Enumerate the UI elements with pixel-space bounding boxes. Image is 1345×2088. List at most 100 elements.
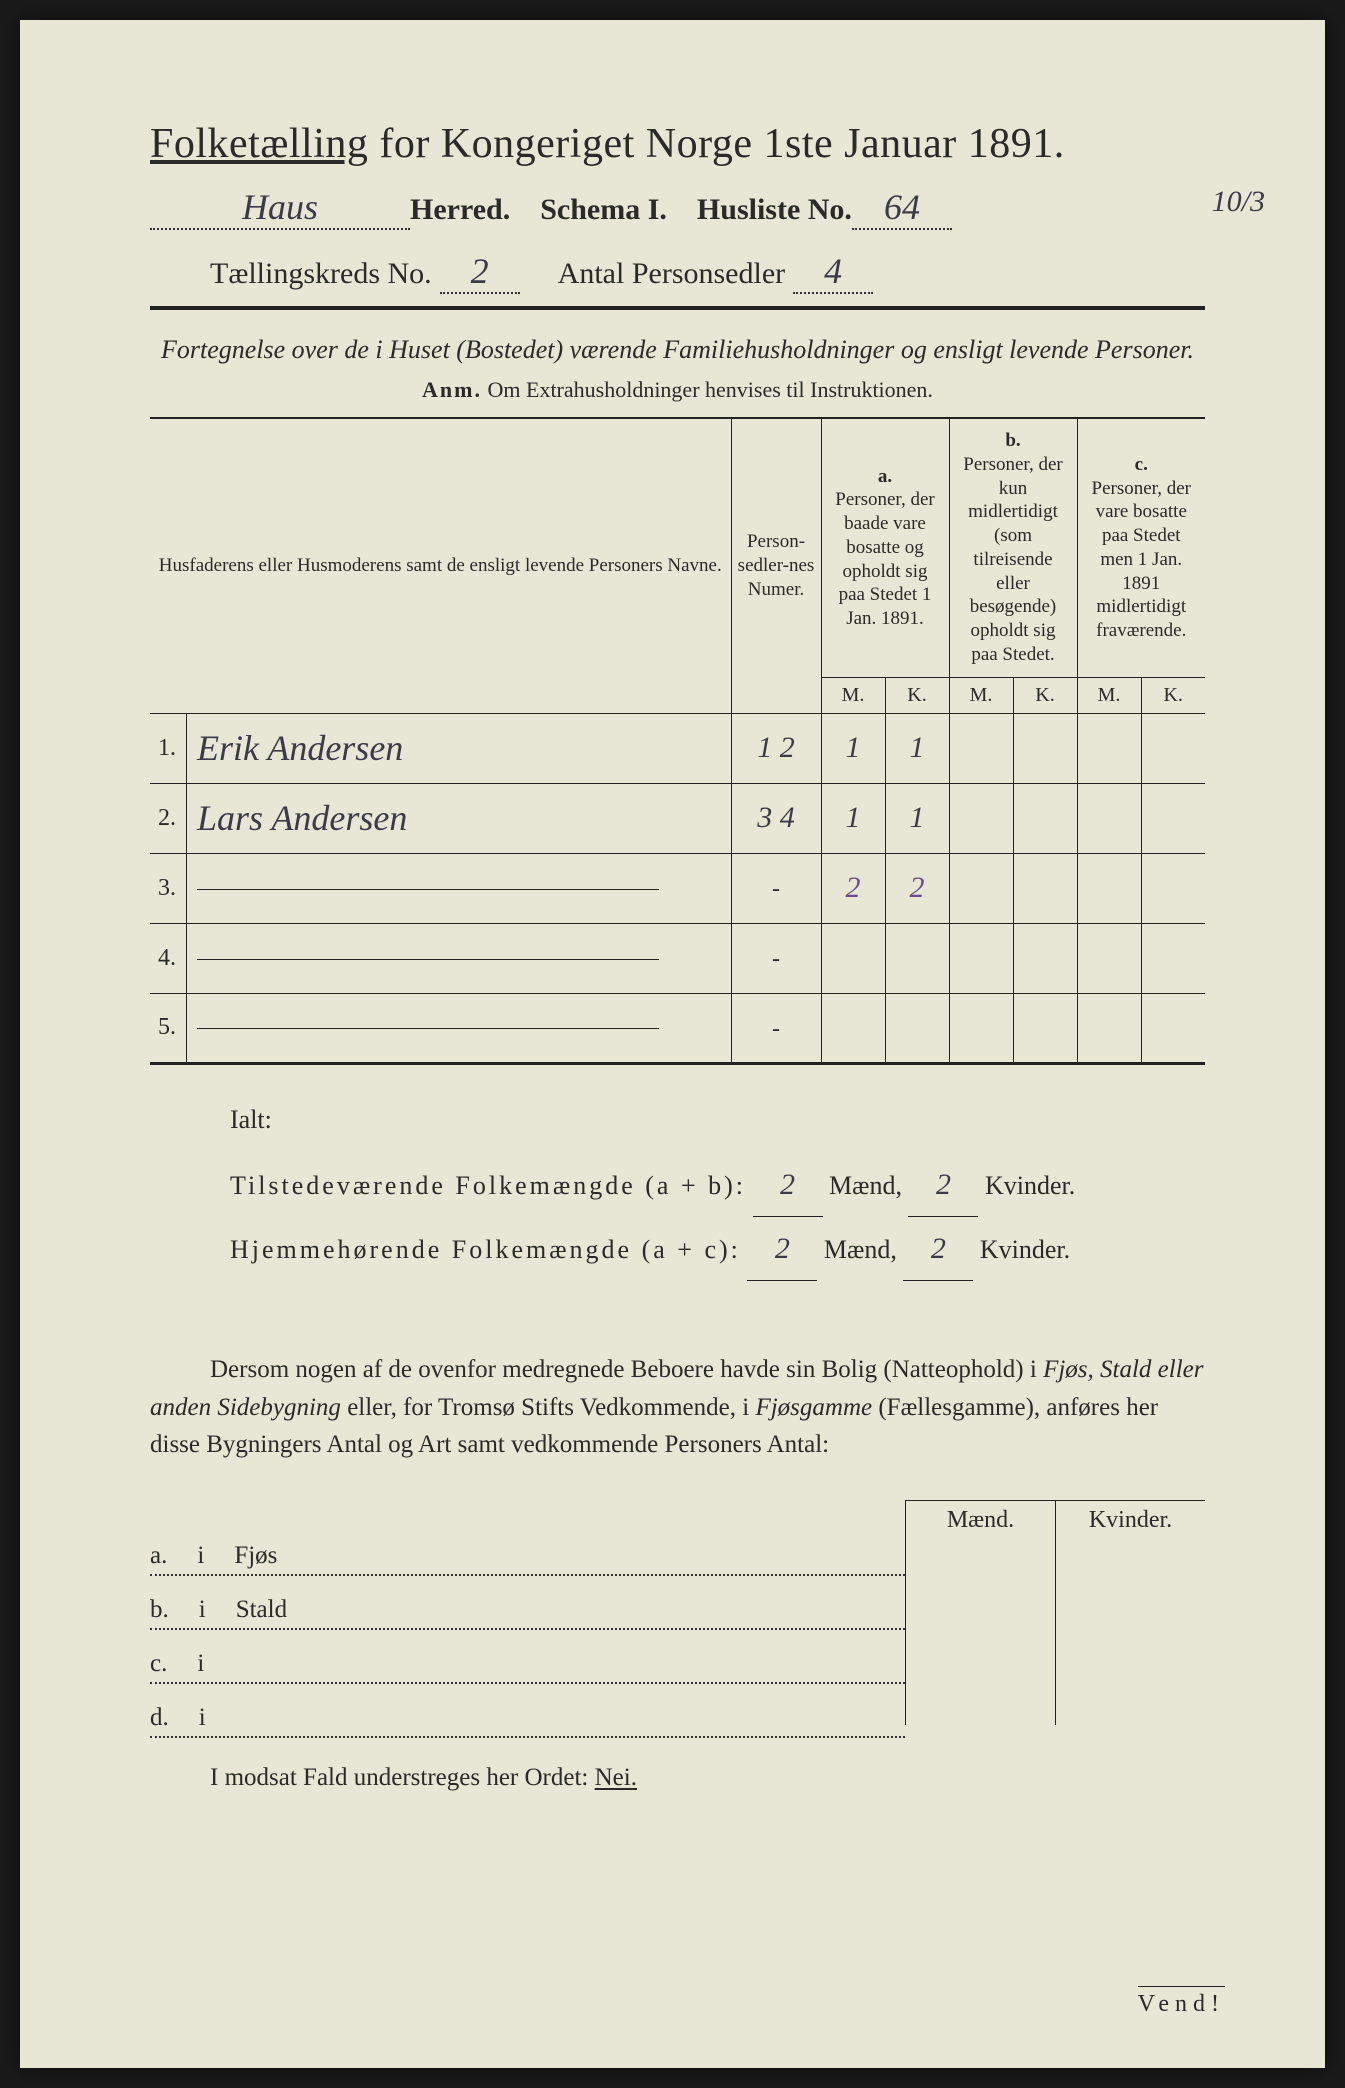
table-row: 4. - [150, 923, 1205, 993]
col-c-k: K. [1141, 677, 1205, 713]
row-c-m [1077, 783, 1141, 853]
col-b-m: M. [949, 677, 1013, 713]
row-c-k [1141, 923, 1205, 993]
row-c-k [1141, 993, 1205, 1063]
modsat-line: I modsat Fald understreges her Ordet: Ne… [150, 1764, 1205, 1792]
row-numer: 3 4 [731, 783, 821, 853]
fortegnelse-heading: Fortegnelse over de i Huset (Bostedet) v… [150, 332, 1205, 367]
col-b: b. Personer, der kun midlertidigt (som t… [949, 419, 1077, 678]
page-title: Folketælling for Kongeriget Norge 1ste J… [150, 120, 1205, 168]
col-a-k: K. [885, 677, 949, 713]
margin-note: 10/3 [1212, 185, 1265, 219]
row-b-m [949, 923, 1013, 993]
husliste-no-field: 64 [852, 186, 952, 230]
row-num: 3. [150, 853, 187, 923]
col-c-m: M. [1077, 677, 1141, 713]
row-b-k [1013, 923, 1077, 993]
side-row-cells [905, 1671, 1205, 1725]
row-name: Lars Andersen [187, 783, 732, 853]
row-c-m [1077, 713, 1141, 783]
row-c-m [1077, 923, 1141, 993]
row-b-k [1013, 853, 1077, 923]
table-row: 2. Lars Andersen 3 4 1 1 [150, 783, 1205, 853]
row-a-m: 2 [821, 853, 885, 923]
ialt-block: Ialt: Tilstedeværende Folkemængde (a + b… [230, 1093, 1205, 1282]
row-c-m [1077, 853, 1141, 923]
side-row-cells [905, 1563, 1205, 1617]
row-b-m [949, 783, 1013, 853]
rule-thick [150, 306, 1205, 310]
table-row: 3. - 2 2 [150, 853, 1205, 923]
side-mk-header: Mænd. Kvinder. [905, 1500, 1205, 1540]
antal-label: Antal Personsedler [558, 257, 785, 291]
col-b-k: K. [1013, 677, 1077, 713]
row-c-k [1141, 713, 1205, 783]
header-line-herred: Haus Herred. Schema I. Husliste No. 64 [150, 186, 1205, 230]
title-rest: for Kongeriget Norge 1ste Januar 1891. [368, 121, 1064, 167]
row-b-m [949, 713, 1013, 783]
table-row: 5. - [150, 993, 1205, 1063]
col-c: c. Personer, der vare bosatte paa Stedet… [1077, 419, 1205, 678]
row-c-k [1141, 853, 1205, 923]
ialt1-k: 2 [908, 1153, 978, 1217]
row-num: 2. [150, 783, 187, 853]
row-b-k [1013, 713, 1077, 783]
title-underlined: Folketælling [150, 121, 368, 167]
row-name: Erik Andersen [187, 713, 732, 783]
census-tbody: 1. Erik Andersen 1 2 1 1 2. Lars Anderse… [150, 713, 1205, 1063]
herred-label: Herred. [410, 193, 510, 227]
row-num: 1. [150, 713, 187, 783]
col-numer: Person-sedler-nes Numer. [731, 419, 821, 714]
side-kvinder: Kvinder. [1055, 1500, 1205, 1540]
row-numer: - [731, 923, 821, 993]
side-maend: Mænd. [905, 1500, 1055, 1540]
row-b-k [1013, 783, 1077, 853]
row-a-k [885, 923, 949, 993]
side-row-left: b. i Stald [150, 1596, 905, 1630]
row-name [187, 923, 732, 993]
row-numer: 1 2 [731, 713, 821, 783]
col-a: a. Personer, der baade vare bosatte og o… [821, 419, 949, 678]
ialt-label: Ialt: [230, 1093, 1205, 1148]
row-numer: - [731, 993, 821, 1063]
side-row-cells [905, 1617, 1205, 1671]
table-row: 1. Erik Andersen 1 2 1 1 [150, 713, 1205, 783]
row-a-k: 1 [885, 783, 949, 853]
row-num: 5. [150, 993, 187, 1063]
row-c-k [1141, 783, 1205, 853]
row-b-m [949, 993, 1013, 1063]
kreds-no-field: 2 [440, 250, 520, 294]
row-c-m [1077, 993, 1141, 1063]
side-row-left: c. i [150, 1650, 905, 1684]
row-a-m: 1 [821, 783, 885, 853]
row-name [187, 993, 732, 1063]
row-b-k [1013, 993, 1077, 1063]
row-name [187, 853, 732, 923]
ialt2-m: 2 [747, 1217, 817, 1281]
row-a-k: 1 [885, 713, 949, 783]
herred-field: Haus [150, 186, 410, 230]
col-a-m: M. [821, 677, 885, 713]
paragraph-dersom: Dersom nogen af de ovenfor medregnede Be… [150, 1351, 1205, 1464]
anm-note: Anm. Om Extrahusholdninger henvises til … [150, 377, 1205, 403]
husliste-label: Husliste No. [697, 193, 852, 227]
schema-label: Schema I. [540, 193, 667, 227]
row-b-m [949, 853, 1013, 923]
kreds-label: Tællingskreds No. [210, 257, 432, 291]
header-line-kreds: Tællingskreds No. 2 Antal Personsedler 4 [150, 250, 1205, 294]
col-name: Husfaderens eller Husmoderens samt de en… [150, 419, 731, 714]
side-row-left: d. i [150, 1704, 905, 1738]
row-a-m [821, 993, 885, 1063]
row-a-k: 2 [885, 853, 949, 923]
row-numer: - [731, 853, 821, 923]
ialt-line1: Tilstedeværende Folkemængde (a + b): 2 M… [230, 1153, 1205, 1217]
antal-field: 4 [793, 250, 873, 294]
row-a-m: 1 [821, 713, 885, 783]
ialt1-m: 2 [753, 1153, 823, 1217]
side-bygning-table: Mænd. Kvinder. a. i Fjøs b. i Stald c. i… [150, 1508, 1205, 1724]
ialt-line2: Hjemmehørende Folkemængde (a + c): 2 Mæn… [230, 1217, 1205, 1281]
vend-label: Vend! [1138, 1986, 1225, 2018]
row-a-k [885, 993, 949, 1063]
side-row-left: a. i Fjøs [150, 1542, 905, 1576]
ialt2-k: 2 [903, 1217, 973, 1281]
